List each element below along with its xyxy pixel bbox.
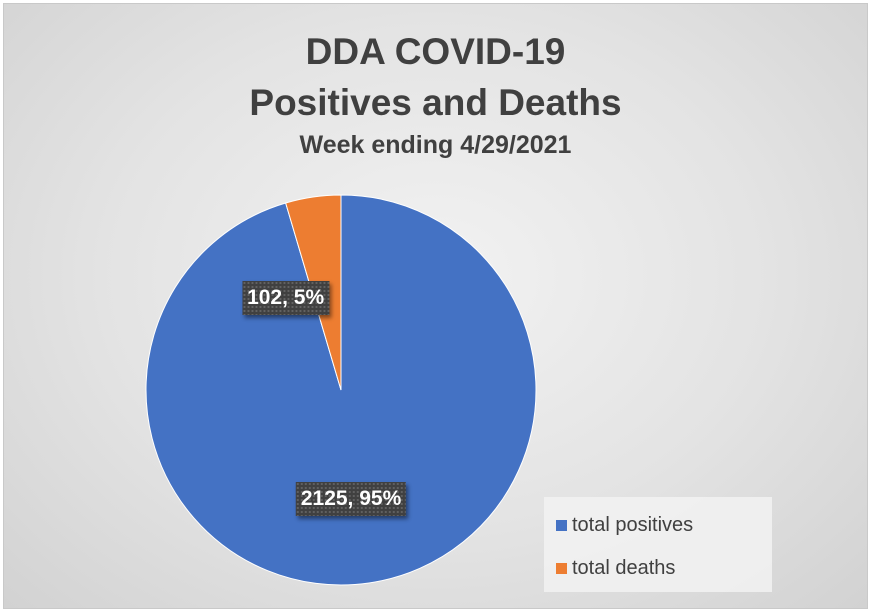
chart-area: DDA COVID-19 Positives and Deaths Week e… — [3, 3, 868, 609]
legend-swatch-total-positives — [556, 520, 567, 531]
data-label-total-deaths: 102, 5% — [242, 280, 330, 315]
chart-subtitle: Week ending 4/29/2021 — [299, 131, 572, 159]
legend-swatch-total-deaths — [556, 563, 567, 574]
legend-label-total-positives: total positives — [572, 514, 694, 536]
legend-item-total-deaths: total deaths — [556, 557, 675, 580]
chart-legend: total positives total deaths — [544, 497, 772, 592]
data-label-total-positives: 2125, 95% — [295, 481, 407, 516]
legend-item-total-positives: total positives — [556, 514, 693, 537]
chart-title-line-1: DDA COVID-19 — [305, 31, 566, 72]
legend-label-total-deaths: total deaths — [572, 557, 676, 579]
chart-title-line-2: Positives and Deaths — [249, 82, 622, 123]
